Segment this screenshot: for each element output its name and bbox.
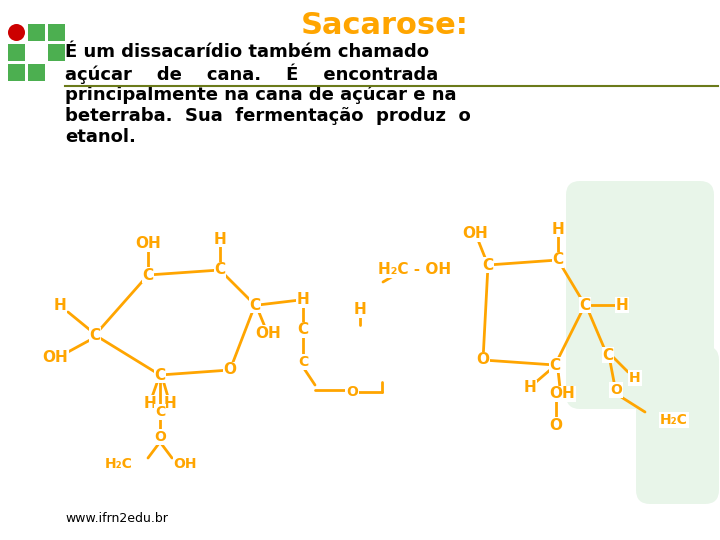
Text: C: C xyxy=(552,253,564,267)
Text: C: C xyxy=(549,357,561,373)
Text: C: C xyxy=(143,267,153,282)
Text: OH: OH xyxy=(135,237,161,252)
Text: beterraba.  Sua  fermentação  produz  o: beterraba. Sua fermentação produz o xyxy=(65,107,471,125)
Text: H: H xyxy=(297,293,310,307)
Text: H₂C - OH: H₂C - OH xyxy=(379,262,451,278)
Text: H: H xyxy=(53,299,66,314)
Text: H: H xyxy=(552,221,564,237)
Text: etanol.: etanol. xyxy=(65,128,136,146)
Text: C: C xyxy=(603,348,613,362)
Text: O: O xyxy=(477,353,490,368)
Text: Sacarose:: Sacarose: xyxy=(301,10,469,39)
Text: OH: OH xyxy=(255,326,281,341)
Text: H: H xyxy=(629,371,641,385)
FancyBboxPatch shape xyxy=(8,64,25,81)
Text: C: C xyxy=(155,405,165,419)
Text: C: C xyxy=(297,322,309,338)
Circle shape xyxy=(8,24,25,41)
Text: O: O xyxy=(549,417,562,433)
FancyBboxPatch shape xyxy=(636,346,719,504)
Text: OH: OH xyxy=(42,350,68,366)
Text: açúcar    de    cana.    É    encontrada: açúcar de cana. É encontrada xyxy=(65,64,438,84)
Text: O: O xyxy=(610,383,622,397)
Text: H₂C: H₂C xyxy=(660,413,688,427)
Text: OH: OH xyxy=(174,457,197,471)
Text: H: H xyxy=(616,298,629,313)
FancyBboxPatch shape xyxy=(48,44,65,61)
Text: H: H xyxy=(354,302,366,318)
Text: H₂C: H₂C xyxy=(105,457,133,471)
Text: C: C xyxy=(154,368,166,382)
FancyBboxPatch shape xyxy=(566,181,714,409)
Text: H: H xyxy=(163,395,176,410)
Text: C: C xyxy=(482,258,494,273)
Text: C: C xyxy=(89,327,101,342)
Text: C: C xyxy=(298,355,308,369)
Text: C: C xyxy=(249,298,261,313)
Text: C: C xyxy=(215,262,225,278)
Text: H: H xyxy=(214,232,226,246)
Text: www.ifrn2edu.br: www.ifrn2edu.br xyxy=(65,511,168,524)
FancyBboxPatch shape xyxy=(28,24,45,41)
Text: principalmente na cana de açúcar e na: principalmente na cana de açúcar e na xyxy=(65,86,456,104)
Text: É um dissacarídio também chamado: É um dissacarídio também chamado xyxy=(65,43,429,61)
FancyBboxPatch shape xyxy=(48,24,65,41)
FancyBboxPatch shape xyxy=(28,64,45,81)
Text: OH: OH xyxy=(462,226,488,241)
Text: C: C xyxy=(580,298,590,313)
Text: H: H xyxy=(143,395,156,410)
Text: OH: OH xyxy=(549,387,575,402)
FancyBboxPatch shape xyxy=(8,44,25,61)
Text: O: O xyxy=(154,430,166,444)
Text: O: O xyxy=(223,362,236,377)
Text: H: H xyxy=(523,381,536,395)
Text: O: O xyxy=(346,385,358,399)
